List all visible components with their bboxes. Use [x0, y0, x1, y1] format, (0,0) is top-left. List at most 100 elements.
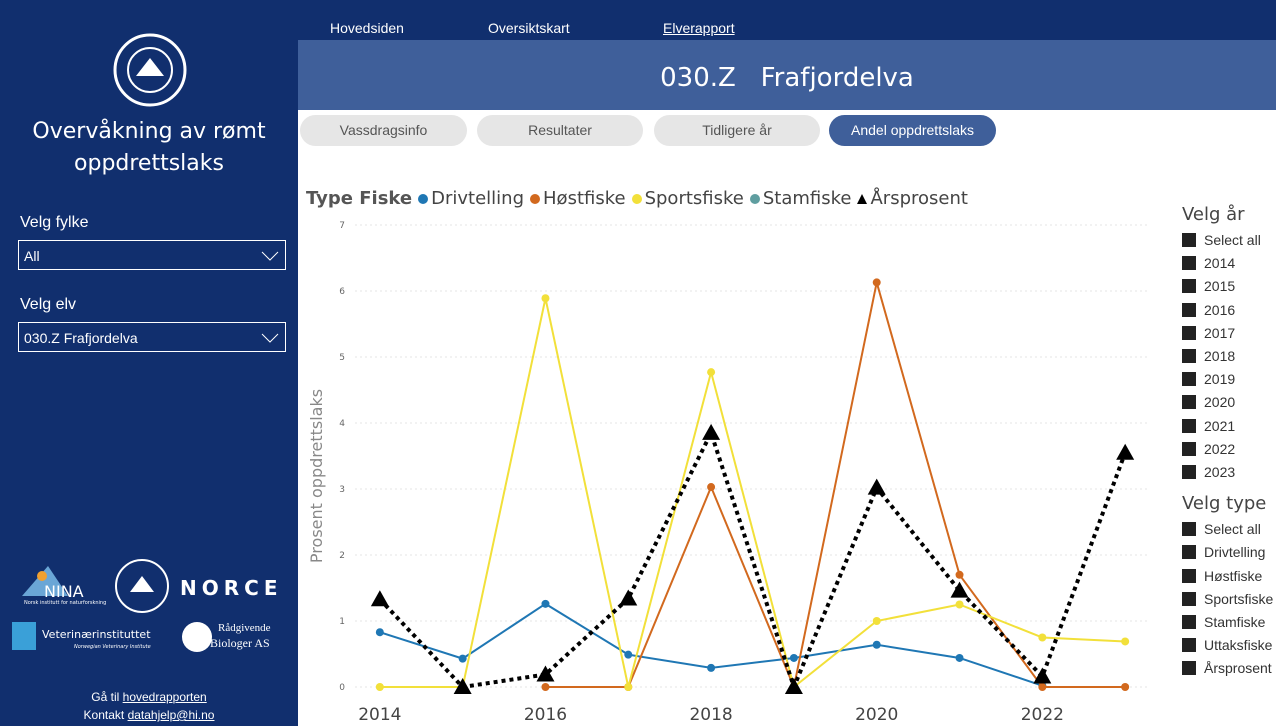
tab-active[interactable]: Andel oppdrettslaks [829, 115, 996, 146]
series-line [379, 298, 1126, 689]
marker [789, 653, 798, 662]
nav-link[interactable]: Hovedsiden [330, 20, 404, 36]
logo-text: Biologer AS [210, 636, 270, 650]
legend-label: Høstfiske [543, 188, 626, 209]
checkbox [1182, 302, 1196, 317]
checkbox [1182, 638, 1196, 653]
slicer-label: Uttaksfiske [1204, 637, 1273, 654]
series-line [545, 282, 1126, 691]
marker [375, 628, 384, 637]
logo-text: NORCE [180, 576, 283, 600]
x-tick-label: 2018 [689, 705, 732, 725]
slicer-item[interactable]: 2015 [1182, 278, 1235, 294]
y-tick-label: 4 [339, 419, 345, 429]
marker [1121, 683, 1130, 691]
nav-link[interactable]: Elverapport [663, 20, 735, 36]
legend-label: Drivtelling [431, 188, 525, 209]
marker [955, 570, 964, 579]
slicer-item[interactable]: Select all [1182, 232, 1261, 248]
legend-title: Type Fiske [306, 188, 413, 209]
y-tick-label: 7 [339, 221, 345, 231]
slicer-item[interactable]: 2022 [1182, 441, 1235, 457]
legend-swatch [631, 193, 642, 204]
slicer-item[interactable]: Høstfiske [1182, 568, 1262, 584]
link[interactable]: datahjelp@hi.no [127, 708, 215, 722]
y-tick-label: 5 [339, 353, 345, 363]
logo [113, 33, 187, 107]
slicer-label: 2021 [1204, 417, 1236, 434]
slicer-item[interactable]: Sportsfiske [1182, 591, 1273, 607]
checkbox [1182, 465, 1196, 479]
slicer-item[interactable]: 2021 [1182, 418, 1235, 434]
legend-swatch [857, 193, 868, 204]
marker [1121, 637, 1130, 646]
slicer-item[interactable]: 2018 [1182, 348, 1235, 364]
filter-label: Velg fylke [20, 214, 89, 231]
footer-line: Gå til hovedrapporten [0, 690, 298, 704]
slicer-item[interactable]: 2014 [1182, 255, 1235, 271]
slicer-item[interactable]: Årsprosent [1182, 660, 1272, 676]
dropdown[interactable]: All [18, 240, 286, 270]
marker [702, 423, 721, 440]
marker [541, 294, 550, 303]
slicer-item[interactable]: 2020 [1182, 394, 1235, 410]
legend-item: Sportsfiske [631, 188, 744, 209]
slicer-label: Årsprosent [1204, 660, 1272, 677]
slicer-item[interactable]: 2017 [1182, 325, 1235, 341]
y-tick-label: 2 [339, 551, 345, 561]
slicer-item[interactable]: Select all [1182, 521, 1261, 537]
slicer-item[interactable]: 2019 [1182, 371, 1235, 387]
slicer-item[interactable]: Stamfiske [1182, 614, 1265, 630]
chevron [261, 333, 279, 343]
marker [707, 368, 716, 377]
checkbox [1182, 615, 1196, 629]
checkbox [1182, 591, 1196, 606]
slicer-label: 2016 [1204, 301, 1236, 318]
footer-text: Kontakt [83, 708, 125, 722]
slicer-label: 2014 [1204, 255, 1236, 272]
tab[interactable]: Tidligere år [654, 115, 820, 146]
marker [453, 678, 472, 694]
logo-text: Rådgivende [218, 622, 271, 634]
slicer-label: Høstfiske [1204, 567, 1263, 584]
logo-text: Norsk institutt for naturforskning [24, 600, 107, 606]
marker [458, 654, 467, 663]
logo-text: Veterinærinstituttet [42, 628, 151, 641]
x-tick-label: 2014 [358, 705, 401, 725]
dropdown[interactable]: 030.Z Frafjordelva [18, 322, 286, 352]
tab[interactable]: Resultater [477, 115, 643, 146]
footer-text: Gå til [91, 690, 120, 704]
nav-bar: Hovedsiden Oversiktskart Elverapport [298, 0, 1276, 40]
slicer-item[interactable]: 2016 [1182, 302, 1235, 318]
checkbox [1182, 395, 1196, 410]
dropdown-value: All [24, 248, 40, 264]
nav-link[interactable]: Oversiktskart [488, 20, 570, 36]
slicer-label: Drivtelling [1204, 544, 1266, 561]
checkbox [1182, 441, 1196, 456]
legend-swatch [749, 193, 760, 204]
chevron [261, 251, 279, 261]
marker [955, 600, 964, 609]
marker [1038, 683, 1047, 691]
chart: 0 1 2 3 4 5 6 7 2014 2016 2018 2020 2022 Prosent oppd… [307, 221, 1150, 725]
marker [375, 683, 384, 691]
slicer-label: Select all [1204, 232, 1261, 248]
sidebar: Overvåkning av rømt oppdrettslaks Velg f… [0, 0, 298, 726]
header-title: 030.Z Frafjordelva [660, 63, 914, 93]
slicer-item[interactable]: Drivtelling [1182, 544, 1265, 560]
marker [536, 665, 555, 682]
marker [872, 278, 881, 287]
tab[interactable]: Vassdragsinfo [300, 115, 467, 146]
slicer-item[interactable]: Uttaksfiske [1182, 637, 1272, 653]
marker [955, 653, 964, 662]
slicer-label: 2015 [1204, 278, 1236, 295]
marker [1033, 667, 1052, 684]
checkbox [1182, 522, 1196, 537]
slicer-item[interactable]: 2023 [1182, 464, 1235, 480]
sidebar-title: Overvåkning av rømt oppdrettslaks [32, 119, 266, 176]
slicer-label: 2018 [1204, 348, 1236, 364]
filter-label: Velg elv [20, 296, 77, 313]
link[interactable]: hovedrapporten [122, 690, 207, 704]
legend-swatch [530, 193, 541, 204]
